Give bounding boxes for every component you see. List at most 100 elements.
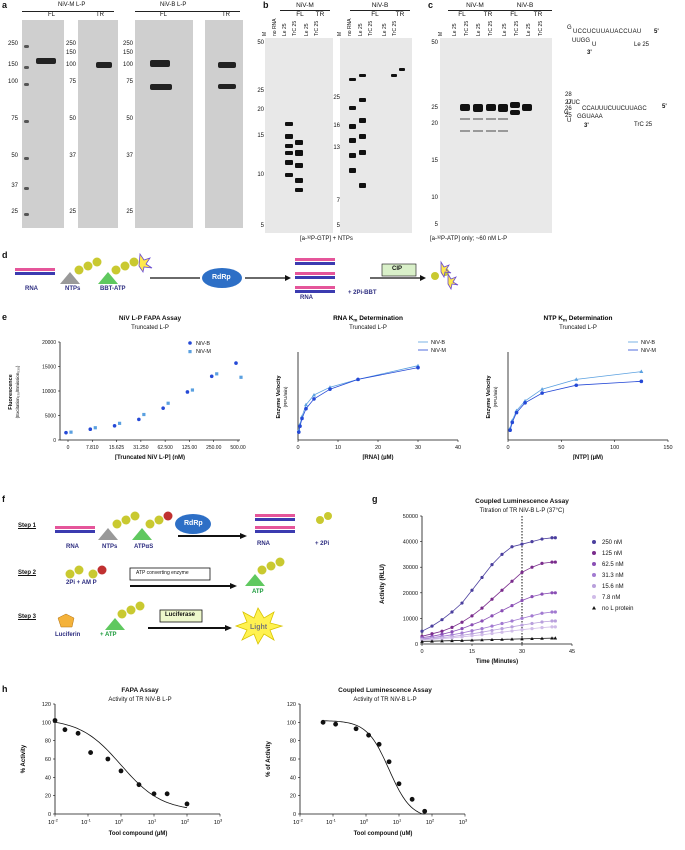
b-fl: FL [296, 11, 304, 18]
b-lane-10: Le 25 [382, 23, 388, 36]
g-ytick-label-1: 10000 [403, 616, 418, 622]
chart-h1-ytick-label-5: 100 [42, 720, 51, 726]
a-marker-right-1: 150 [122, 50, 133, 56]
chart-e3-subtitle: Truncated L-P [559, 325, 597, 331]
g-point-1-14 [553, 560, 557, 564]
e1-ylabel: Fluorescence [8, 374, 14, 409]
e1-legend-marker-0 [188, 341, 192, 345]
g-xtick-label-0: 0 [420, 649, 423, 655]
le25-3p: 3' [587, 50, 592, 56]
e1-point-1-3 [142, 412, 146, 417]
gel-b-bands [285, 68, 405, 192]
g-legend-marker-3 [592, 573, 596, 577]
e1-ytick-label-2: 10000 [42, 389, 56, 395]
b-lane-8: Le 25 [358, 23, 364, 36]
chart-e2-curve-1 [298, 367, 419, 433]
g-ylabel: Activity (RLU) [380, 564, 386, 604]
gel-b-nivm [265, 38, 333, 233]
chart-e3-point-0-6 [639, 369, 644, 374]
panel-label-b: b [263, 0, 269, 10]
gel-c-bands [460, 102, 532, 132]
chart-e2-legend-label-1: NiV-M [431, 348, 446, 354]
g-line-5 [421, 626, 556, 641]
g-ytick-label-4: 40000 [403, 540, 418, 546]
chart-h1-xtick-label-2: 102 [181, 818, 190, 827]
e1-ytick-label-1: 5000 [45, 414, 56, 420]
g-line-1 [421, 561, 556, 637]
g-point-2-14 [553, 591, 557, 595]
g-legend-marker-1 [592, 551, 596, 555]
c-caption: [a-³²P-ATP] only; ~60 nM L-P [430, 236, 508, 242]
diagram-f [55, 511, 332, 645]
f-step2: Step 2 [18, 570, 37, 576]
e1-xtick-label-2: 15.625 [109, 445, 125, 451]
g-legend-label-3: 31.3 nM [602, 573, 624, 579]
chart-h2-point-1 [333, 721, 339, 727]
g-legend-label-6: no L protein [602, 606, 633, 612]
b-lane-4: Le 25 [304, 23, 310, 36]
c-marker-4: 10 [431, 195, 438, 201]
g-legend-label-0: 250 nM [602, 540, 622, 546]
e1-point-1-6 [215, 372, 219, 376]
b-marker-left-1: 25 [257, 88, 264, 94]
chart-h2-point-3 [366, 732, 372, 738]
chart-h2-fit-curve [323, 720, 425, 815]
gel-nivb-tr [205, 20, 243, 228]
a-marker-right-6: 25 [126, 209, 133, 215]
chart-e3-xtick-label-3: 150 [663, 445, 672, 451]
chart-h1-subtitle: Activity of TR NiV-B L-P [108, 697, 171, 703]
a-marker-right-2: 100 [122, 62, 133, 68]
chart-e3-xtick-label-1: 50 [558, 445, 564, 451]
chart-e3-legend-label-1: NiV-M [641, 348, 656, 354]
c-lane-2: TrC 25 [464, 20, 470, 36]
panel-label-g: g [372, 494, 378, 504]
c-marker-5: 5 [434, 222, 438, 228]
g-legend-marker-5 [592, 595, 596, 599]
a-marker-mid-3: 75 [69, 79, 76, 85]
chart-h1-ytick-label-3: 60 [45, 757, 51, 763]
d-bbt: BBT-ATP [100, 286, 126, 292]
c-marker-0: 50 [431, 40, 438, 46]
c-size-26: 26 [565, 106, 572, 112]
chart-e3-curve-0 [509, 371, 642, 429]
b-marker-right-0: 25 [333, 95, 340, 101]
chart-e3-title: NTP Km Determination [544, 315, 613, 323]
gel-nivm-fl [22, 20, 64, 228]
chart-h2-title: Coupled Luminescence Assay [338, 687, 432, 694]
b-marker-right-4: 5 [336, 223, 340, 229]
e1-point-1-7 [239, 375, 243, 379]
c-size-27: 27 [565, 100, 572, 106]
chart-e2-curve-0 [298, 365, 419, 431]
chart-h1-point-3 [88, 750, 94, 755]
b-lane-7: no RNA [347, 18, 353, 36]
a-marker-left-0: 250 [7, 41, 18, 47]
f-light: Light [250, 624, 268, 631]
a-marker-right-3: 75 [126, 79, 133, 85]
b-tr-2: TR [395, 11, 405, 18]
chart-h2-point-6 [396, 781, 402, 787]
e1-ylabel2: (Excitation₃₇₀/Emission₅₃₀) [15, 365, 20, 418]
b-nivb: NiV-B [371, 2, 389, 9]
g-line-4 [421, 620, 556, 640]
b-lane-3: TrC 25 [292, 20, 298, 36]
c-lane-8: TrC 25 [538, 20, 544, 36]
c-lane-6: TrC 25 [514, 20, 520, 36]
b-marker-left-3: 15 [257, 133, 264, 139]
niv-m-title: NiV-M L-P [58, 2, 86, 8]
g-legend-label-2: 62.5 nM [602, 562, 624, 568]
b-marker-left-0: 50 [257, 40, 264, 46]
e1-ytick-label-3: 15000 [42, 365, 56, 371]
e1-point-0-7 [234, 361, 238, 365]
panel-label-a: a [2, 0, 8, 10]
chart-h2-point-8 [422, 808, 428, 814]
e1-point-1-1 [93, 426, 97, 430]
chart-h-fapa: FAPA Assay Activity of TR NiV-B L-P 0 20 40 6… [21, 687, 223, 837]
g-legend-marker-6 [592, 606, 596, 610]
g-ytick-label-0: 0 [415, 642, 418, 648]
trc-u: U [567, 118, 572, 124]
g-legend-marker-4 [592, 584, 596, 588]
g-xtick-label-2: 30 [519, 649, 525, 655]
e1-legend-label-0: NiV-B [196, 341, 210, 347]
chart-h1-xtick-label-1: 101 [148, 818, 157, 827]
g-subtitle: Titration of TR NiV-B L-P (37°C) [480, 508, 565, 514]
